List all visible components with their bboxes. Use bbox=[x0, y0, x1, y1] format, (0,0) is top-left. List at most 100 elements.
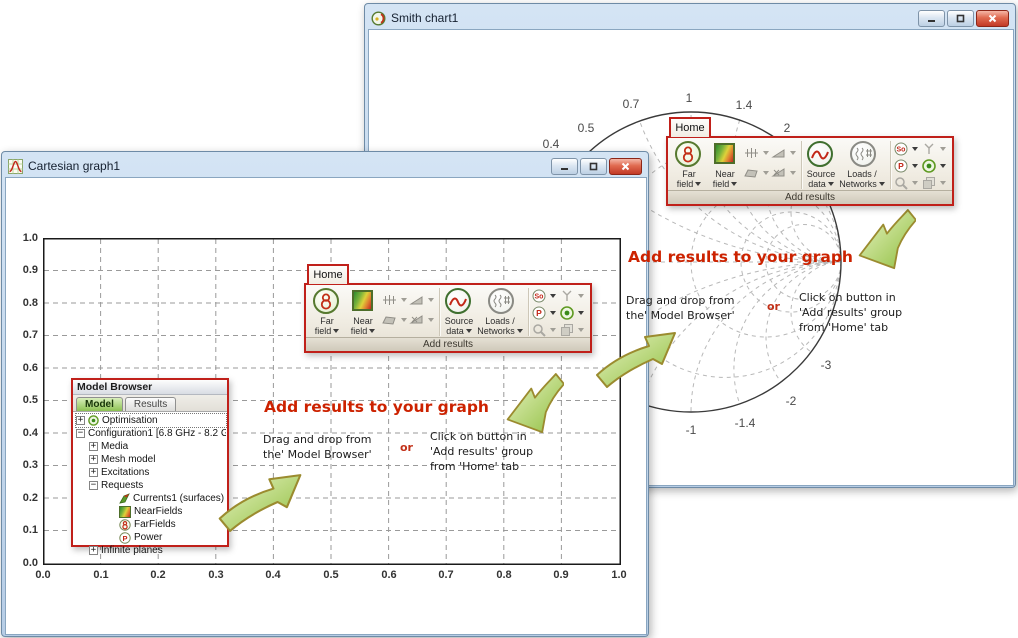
horn-antenna-icon bbox=[409, 296, 423, 305]
ideal-receiving-antenna-button[interactable] bbox=[744, 146, 769, 159]
expand-icon[interactable]: + bbox=[89, 545, 98, 555]
tree-item-configuration1[interactable]: − Configuration1 [6.8 GHz - 8.2 G... bbox=[76, 428, 226, 439]
tree-item-farfields[interactable]: FarFields bbox=[76, 518, 226, 531]
horn-antenna-button[interactable] bbox=[409, 293, 434, 306]
tree-item-media[interactable]: + Media bbox=[89, 441, 129, 452]
maximize-button[interactable] bbox=[580, 157, 607, 175]
dropdown-arrow-icon[interactable] bbox=[550, 294, 556, 298]
dropdown-arrow-icon[interactable] bbox=[428, 297, 434, 302]
receiving-antenna-button[interactable] bbox=[922, 142, 946, 156]
source-data-button[interactable]: Source data bbox=[444, 316, 474, 336]
dropdown-arrow-icon[interactable] bbox=[401, 297, 407, 302]
far-field-icon[interactable] bbox=[675, 141, 701, 167]
power-button[interactable]: P bbox=[894, 159, 918, 173]
loads-networks-icon[interactable] bbox=[850, 141, 876, 167]
dropdown-arrow-icon[interactable] bbox=[763, 150, 769, 155]
minimize-button[interactable] bbox=[918, 9, 945, 27]
dropdown-arrow-icon[interactable] bbox=[940, 164, 946, 168]
dropdown-arrow-icon[interactable] bbox=[790, 170, 796, 175]
dropdown-arrow-icon[interactable] bbox=[695, 182, 702, 186]
dropdown-arrow-icon[interactable] bbox=[763, 170, 769, 175]
dropdown-arrow-icon[interactable] bbox=[912, 181, 918, 185]
loads-networks-icon[interactable] bbox=[488, 288, 514, 314]
tab-home[interactable]: Home bbox=[307, 264, 349, 284]
close-button[interactable] bbox=[976, 9, 1009, 27]
tree-item-nearfields[interactable]: NearFields bbox=[76, 505, 226, 518]
optimisation-goal-button[interactable] bbox=[922, 159, 946, 173]
cartesian-titlebar[interactable]: Cartesian graph1 bbox=[5, 155, 645, 177]
receiving-antenna-button[interactable] bbox=[560, 289, 584, 303]
near-field-icon[interactable] bbox=[714, 143, 735, 164]
horn-antenna-button[interactable] bbox=[771, 146, 796, 159]
pattern-button[interactable] bbox=[382, 313, 407, 326]
tab-results[interactable]: Results bbox=[124, 397, 177, 411]
dropdown-arrow-icon[interactable] bbox=[912, 147, 918, 151]
minimize-button[interactable] bbox=[551, 157, 578, 175]
import-results-button[interactable] bbox=[560, 323, 584, 337]
loads-networks-button[interactable]: Loads / Networks bbox=[836, 169, 888, 189]
far-field-icon[interactable] bbox=[313, 288, 339, 314]
near-field-icon[interactable] bbox=[352, 290, 373, 311]
tree-item-optimisation[interactable]: + Optimisation bbox=[75, 413, 227, 428]
import-results-button[interactable] bbox=[922, 176, 946, 190]
search-results-button[interactable] bbox=[532, 323, 556, 337]
dropdown-arrow-icon[interactable] bbox=[401, 317, 407, 322]
smith-titlebar[interactable]: Smith chart1 bbox=[368, 7, 1012, 29]
near-field-button[interactable]: Near field bbox=[346, 316, 380, 336]
collapse-icon[interactable]: − bbox=[89, 480, 98, 490]
expand-icon[interactable]: + bbox=[89, 454, 98, 464]
dropdown-arrow-icon[interactable] bbox=[878, 182, 885, 186]
source-data-icon[interactable] bbox=[807, 141, 833, 167]
s-parameters-button[interactable]: So bbox=[894, 142, 918, 156]
dropdown-arrow-icon[interactable] bbox=[790, 150, 796, 155]
tree-item-mesh-model[interactable]: + Mesh model bbox=[89, 454, 156, 465]
dropdown-arrow-icon[interactable] bbox=[940, 147, 946, 151]
far-field-button[interactable]: Far field bbox=[670, 169, 708, 189]
search-results-button[interactable] bbox=[894, 176, 918, 190]
cartesian-graph-window: Cartesian graph1 1.0 0.9 0.8 0.7 0.6 0.5… bbox=[1, 151, 649, 637]
loads-networks-button[interactable]: Loads / Networks bbox=[474, 316, 526, 336]
dropdown-arrow-icon[interactable] bbox=[550, 311, 556, 315]
ideal-receiving-antenna-button[interactable] bbox=[382, 293, 407, 306]
antenna-array-button[interactable] bbox=[771, 166, 796, 179]
expand-icon[interactable]: + bbox=[76, 415, 85, 425]
optimisation-goal-button[interactable] bbox=[560, 306, 584, 320]
maximize-button[interactable] bbox=[947, 9, 974, 27]
power-icon: P bbox=[532, 306, 546, 320]
source-data-icon[interactable] bbox=[445, 288, 471, 314]
dropdown-arrow-icon[interactable] bbox=[912, 164, 918, 168]
smith-label: -1.4 bbox=[735, 416, 756, 430]
s-parameters-icon: So bbox=[532, 289, 546, 303]
tree-item-power[interactable]: P Power bbox=[76, 531, 226, 544]
dropdown-arrow-icon[interactable] bbox=[550, 328, 556, 332]
dropdown-arrow-icon[interactable] bbox=[465, 329, 472, 333]
tree-item-excitations[interactable]: + Excitations bbox=[89, 467, 150, 478]
dropdown-arrow-icon[interactable] bbox=[827, 182, 834, 186]
tab-home[interactable]: Home bbox=[669, 117, 711, 137]
tab-model[interactable]: Model bbox=[76, 397, 123, 411]
power-button[interactable]: P bbox=[532, 306, 556, 320]
expand-icon[interactable]: + bbox=[89, 467, 98, 477]
dropdown-arrow-icon[interactable] bbox=[940, 181, 946, 185]
tree-item-currents1[interactable]: Currents1 (surfaces) bbox=[76, 492, 226, 505]
tree-item-infinite-planes[interactable]: + Infinite planes bbox=[89, 545, 163, 556]
dropdown-arrow-icon[interactable] bbox=[578, 311, 584, 315]
near-field-button[interactable]: Near field bbox=[708, 169, 742, 189]
dropdown-arrow-icon[interactable] bbox=[369, 329, 376, 333]
smith-label: -1 bbox=[686, 423, 697, 437]
dropdown-arrow-icon[interactable] bbox=[428, 317, 434, 322]
close-button[interactable] bbox=[609, 157, 642, 175]
source-data-button[interactable]: Source data bbox=[806, 169, 836, 189]
dropdown-arrow-icon[interactable] bbox=[578, 328, 584, 332]
dropdown-arrow-icon[interactable] bbox=[333, 329, 340, 333]
expand-icon[interactable]: + bbox=[89, 441, 98, 451]
s-parameters-button[interactable]: So bbox=[532, 289, 556, 303]
far-field-button[interactable]: Far field bbox=[308, 316, 346, 336]
dropdown-arrow-icon[interactable] bbox=[578, 294, 584, 298]
dropdown-arrow-icon[interactable] bbox=[731, 182, 738, 186]
tree-item-requests[interactable]: − Requests bbox=[89, 480, 144, 491]
antenna-array-button[interactable] bbox=[409, 313, 434, 326]
dropdown-arrow-icon[interactable] bbox=[516, 329, 523, 333]
collapse-icon[interactable]: − bbox=[76, 428, 85, 438]
pattern-button[interactable] bbox=[744, 166, 769, 179]
